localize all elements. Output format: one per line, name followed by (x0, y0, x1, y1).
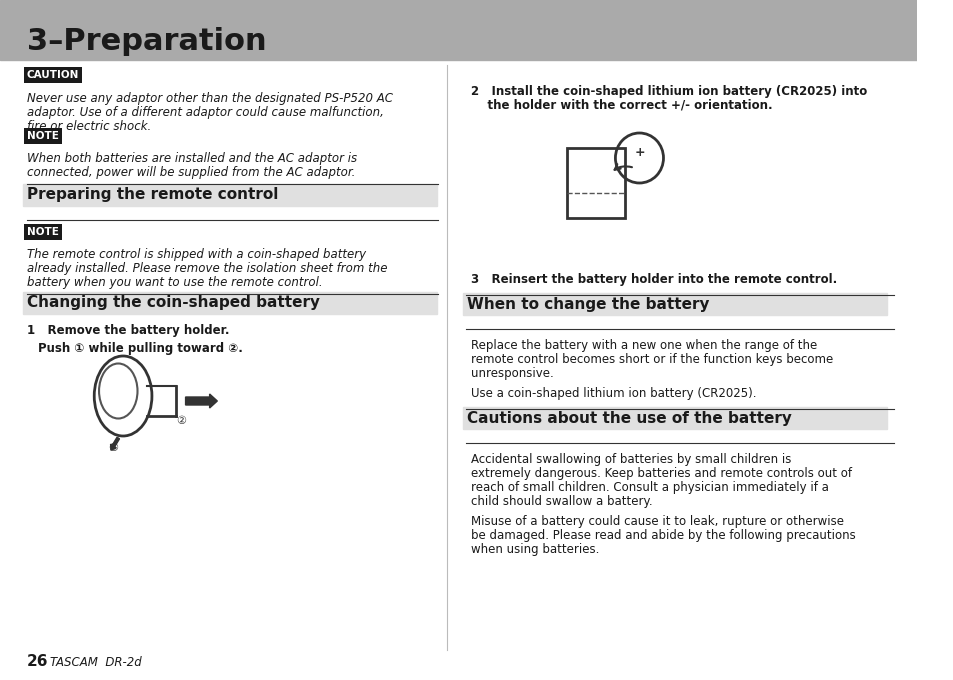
Text: be damaged. Please read and abide by the following precautions: be damaged. Please read and abide by the… (471, 529, 855, 542)
Text: The remote control is shipped with a coin-shaped battery: The remote control is shipped with a coi… (27, 248, 366, 261)
Text: 1   Remove the battery holder.: 1 Remove the battery holder. (27, 324, 229, 337)
Text: child should swallow a battery.: child should swallow a battery. (471, 495, 652, 508)
Text: already installed. Please remove the isolation sheet from the: already installed. Please remove the iso… (27, 262, 387, 275)
Text: fire or electric shock.: fire or electric shock. (27, 120, 151, 133)
Text: NOTE: NOTE (27, 227, 59, 237)
Bar (567, 148, 624, 218)
Text: ①: ① (109, 443, 118, 453)
Text: CAUTION: CAUTION (27, 70, 79, 80)
FancyArrow shape (186, 394, 217, 408)
Text: Push ① while pulling toward ②.: Push ① while pulling toward ②. (38, 342, 243, 355)
Text: When both batteries are installed and the AC adaptor is: When both batteries are installed and th… (27, 152, 356, 165)
Text: the holder with the correct +/- orientation.: the holder with the correct +/- orientat… (471, 99, 772, 112)
Text: 3   Reinsert the battery holder into the remote control.: 3 Reinsert the battery holder into the r… (471, 273, 837, 286)
Text: remote control becomes short or if the function keys become: remote control becomes short or if the f… (471, 353, 833, 366)
Text: Misuse of a battery could cause it to leak, rupture or otherwise: Misuse of a battery could cause it to le… (471, 515, 843, 528)
Text: 2   Install the coin-shaped lithium ion battery (CR2025) into: 2 Install the coin-shaped lithium ion ba… (471, 85, 866, 98)
Text: +: + (634, 146, 644, 160)
Text: ②: ② (175, 416, 186, 426)
Text: Changing the coin-shaped battery: Changing the coin-shaped battery (27, 296, 319, 311)
Bar (463, 293, 885, 315)
Bar (23, 184, 436, 206)
Bar (463, 407, 885, 429)
Bar (23, 292, 436, 314)
Text: 3–Preparation: 3–Preparation (27, 27, 266, 56)
Text: Use a coin-shaped lithium ion battery (CR2025).: Use a coin-shaped lithium ion battery (C… (471, 387, 756, 400)
Text: Accidental swallowing of batteries by small children is: Accidental swallowing of batteries by sm… (471, 453, 791, 466)
Text: reach of small children. Consult a physician immediately if a: reach of small children. Consult a physi… (471, 481, 828, 494)
Text: extremely dangerous. Keep batteries and remote controls out of: extremely dangerous. Keep batteries and … (471, 467, 851, 480)
Text: battery when you want to use the remote control.: battery when you want to use the remote … (27, 276, 322, 289)
Text: TASCAM  DR-2d: TASCAM DR-2d (50, 656, 142, 668)
Text: unresponsive.: unresponsive. (471, 367, 554, 380)
FancyArrow shape (111, 437, 119, 450)
Text: Preparing the remote control: Preparing the remote control (27, 188, 278, 203)
Text: Replace the battery with a new one when the range of the: Replace the battery with a new one when … (471, 339, 817, 352)
Text: Never use any adaptor other than the designated PS-P520 AC: Never use any adaptor other than the des… (27, 92, 393, 105)
Bar (0, 0, 917, 60)
Text: adaptor. Use of a different adaptor could cause malfunction,: adaptor. Use of a different adaptor coul… (27, 106, 383, 119)
Text: When to change the battery: When to change the battery (467, 296, 709, 311)
Text: Cautions about the use of the battery: Cautions about the use of the battery (467, 411, 791, 426)
Text: 26: 26 (27, 654, 49, 670)
Text: NOTE: NOTE (27, 131, 59, 141)
Text: when using batteries.: when using batteries. (471, 543, 598, 556)
Text: connected, power will be supplied from the AC adaptor.: connected, power will be supplied from t… (27, 166, 355, 179)
